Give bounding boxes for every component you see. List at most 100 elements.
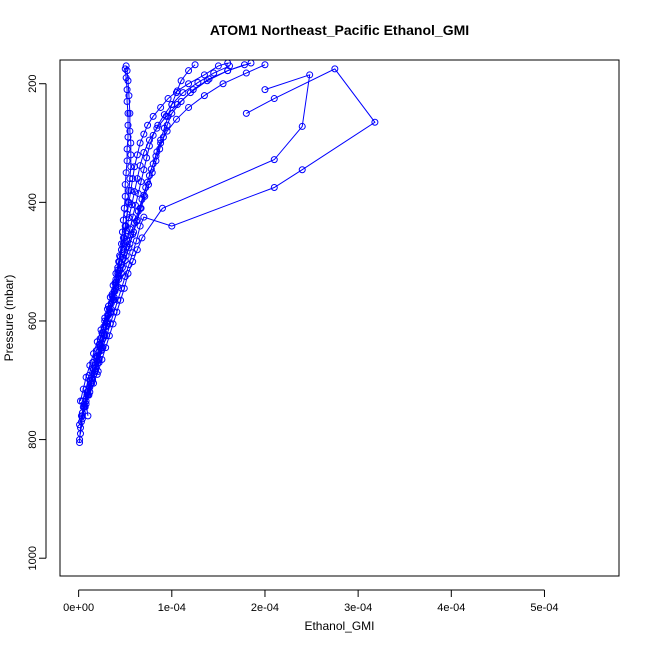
data-point [149, 112, 157, 120]
data-point [82, 385, 90, 393]
data-point [140, 213, 148, 221]
data-point [117, 240, 125, 248]
data-point [100, 323, 108, 331]
data-point [122, 169, 130, 177]
x-tick-label: 4e-04 [437, 602, 465, 614]
data-point [164, 95, 172, 103]
series-line [81, 64, 245, 402]
data-point [93, 370, 101, 378]
data-point [124, 121, 132, 129]
data-point [126, 240, 134, 248]
series-line [80, 64, 266, 416]
data-point [132, 237, 140, 245]
data-point [270, 156, 278, 164]
data-point [118, 264, 126, 272]
data-point [133, 216, 141, 224]
data-point [110, 287, 118, 295]
data-point [107, 299, 115, 307]
data-point [145, 181, 153, 189]
x-tick-label: 0e+00 [63, 602, 94, 614]
data-point [129, 258, 137, 266]
data-point [77, 430, 84, 438]
data-point [152, 152, 160, 160]
data-point [242, 109, 250, 117]
data-point [371, 118, 379, 126]
data-point [123, 98, 131, 106]
data-point [270, 95, 278, 103]
data-point [95, 358, 103, 366]
data-point [123, 157, 131, 165]
data-point [247, 60, 255, 67]
series-1 [76, 60, 232, 447]
data-point [159, 133, 167, 141]
data-point [242, 69, 250, 77]
data-point [160, 111, 168, 119]
data-point [133, 246, 141, 254]
data-point [149, 131, 157, 139]
data-point [121, 181, 129, 189]
data-point [189, 86, 197, 94]
data-point [168, 222, 176, 230]
data-point [127, 151, 135, 159]
data-point [205, 75, 213, 83]
plot-frame [59, 59, 620, 577]
data-point [168, 100, 176, 108]
data-point [185, 67, 193, 75]
data-point [172, 115, 180, 123]
y-tick-label: 200 [27, 75, 39, 93]
data-point [143, 154, 151, 162]
data-point [240, 61, 248, 69]
data-point [200, 92, 208, 100]
series-8 [79, 62, 234, 411]
data-point [141, 192, 149, 200]
data-point [194, 79, 202, 87]
data-point [122, 62, 130, 70]
data-point [104, 311, 112, 319]
data-point [76, 421, 84, 429]
x-tick-label: 1e-04 [158, 602, 186, 614]
data-point [153, 124, 161, 132]
data-point [102, 323, 110, 331]
y-axis: 200 400 600 800 1000 [27, 75, 47, 570]
data-point [200, 71, 208, 79]
data-point [140, 166, 148, 174]
data-point [298, 166, 306, 174]
data-point [122, 74, 130, 82]
data-point [156, 145, 164, 153]
data-point [89, 358, 97, 366]
data-point [226, 62, 234, 70]
data-point [121, 192, 129, 200]
data-point [137, 204, 145, 212]
data-point [168, 109, 176, 117]
data-point [78, 397, 86, 405]
data-point [126, 175, 134, 183]
data-point [121, 65, 129, 73]
data-point [298, 122, 306, 130]
data-point [158, 204, 166, 212]
x-tick-label: 5e-04 [530, 602, 558, 614]
series-line [80, 74, 311, 434]
data-point [140, 149, 148, 157]
data-point [92, 347, 100, 355]
x-tick-label: 2e-04 [251, 602, 279, 614]
data-point [126, 109, 134, 117]
data-point [137, 178, 145, 186]
data-point [270, 184, 278, 192]
data-point [145, 142, 153, 150]
y-tick-label: 1000 [27, 546, 39, 570]
data-point [148, 169, 156, 177]
data-point [85, 372, 93, 380]
data-point [124, 109, 132, 117]
data-point [77, 397, 84, 405]
data-point [97, 347, 105, 355]
y-axis-label: Pressure (mbar) [2, 275, 16, 362]
data-point [94, 356, 102, 364]
data-point [224, 67, 232, 75]
data-point [136, 162, 144, 170]
data-point [84, 387, 92, 395]
data-point [185, 80, 193, 88]
data-point [191, 61, 199, 69]
data-point [144, 121, 152, 129]
y-tick-label: 800 [27, 430, 39, 448]
